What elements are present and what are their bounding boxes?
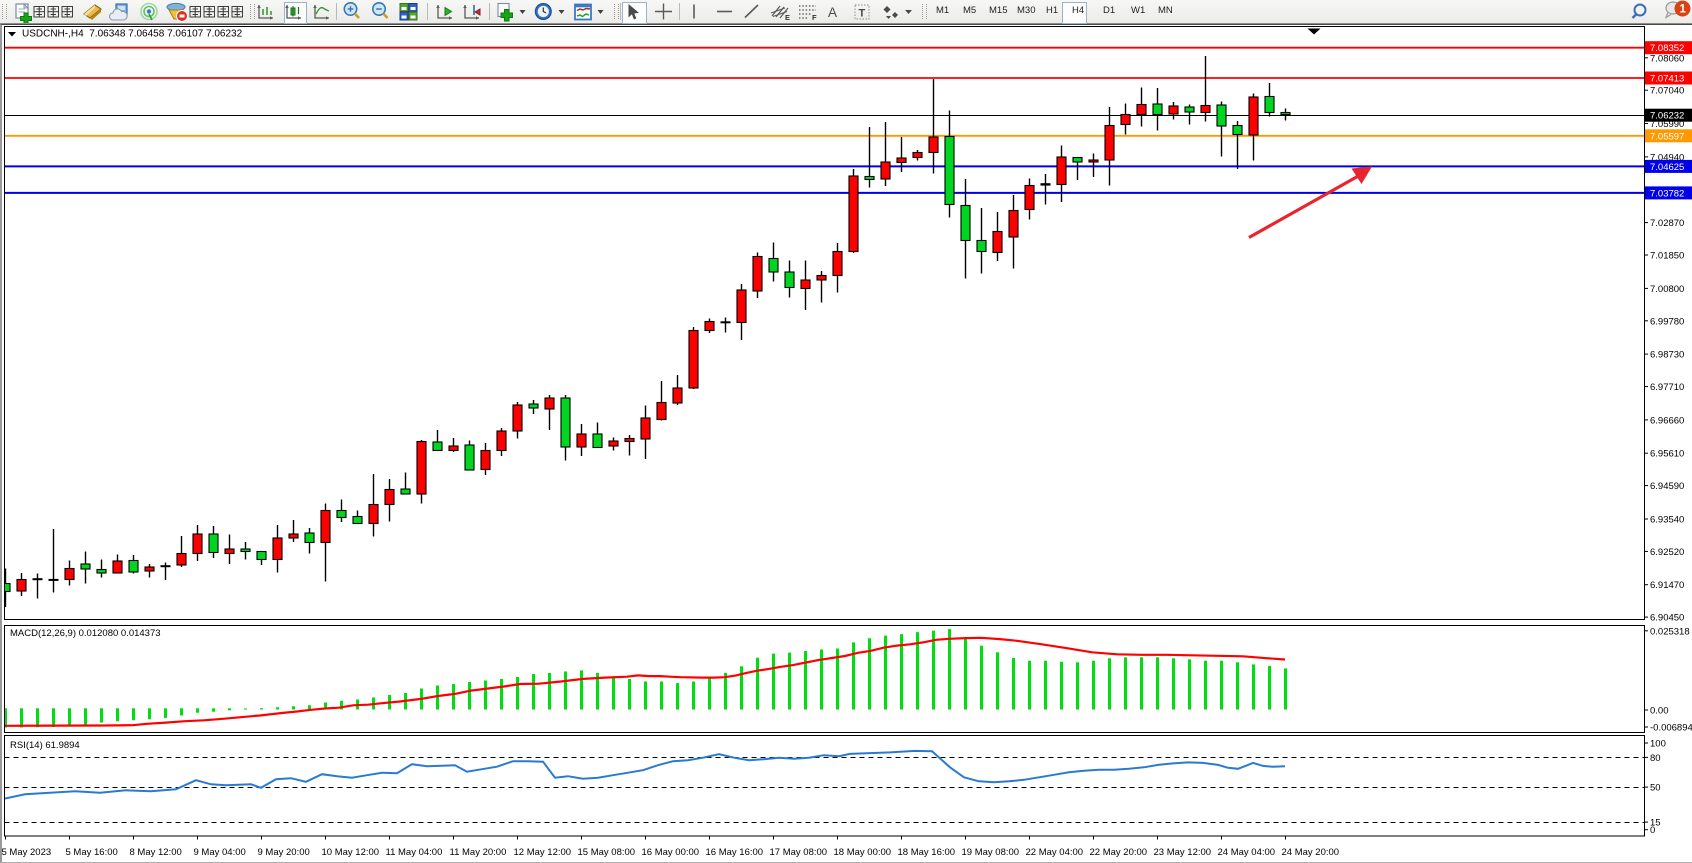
svg-text:7.05990: 7.05990	[1650, 119, 1684, 130]
svg-text:6.96660: 6.96660	[1650, 415, 1684, 426]
svg-text:18 May 00:00: 18 May 00:00	[834, 847, 892, 858]
svg-text:7.04625: 7.04625	[1650, 162, 1684, 173]
svg-text:7.08060: 7.08060	[1650, 53, 1684, 64]
svg-text:22 May 20:00: 22 May 20:00	[1090, 847, 1148, 858]
svg-text:MACD(12,26,9) 0.012080 0.01437: MACD(12,26,9) 0.012080 0.014373	[10, 628, 161, 639]
svg-text:6.95610: 6.95610	[1650, 449, 1684, 460]
svg-text:100: 100	[1650, 739, 1666, 750]
svg-text:11 May 04:00: 11 May 04:00	[386, 847, 443, 858]
svg-text:16 May 00:00: 16 May 00:00	[642, 847, 700, 858]
svg-text:7.06232: 7.06232	[1650, 111, 1684, 122]
svg-text:24 May 04:00: 24 May 04:00	[1218, 847, 1276, 858]
svg-text:22 May 04:00: 22 May 04:00	[1026, 847, 1084, 858]
svg-text:24 May 20:00: 24 May 20:00	[1282, 847, 1340, 858]
svg-text:0.025318: 0.025318	[1650, 626, 1690, 637]
svg-text:5 May 2023: 5 May 2023	[2, 847, 52, 858]
svg-text:USDCNH-,H4 7.06348 7.06458 7.: USDCNH-,H4 7.06348 7.06458 7.06107 7.062…	[22, 29, 243, 40]
svg-text:7.02870: 7.02870	[1650, 218, 1684, 229]
svg-text:6.94590: 6.94590	[1650, 481, 1684, 492]
svg-text:7.00800: 7.00800	[1650, 284, 1684, 295]
svg-text:6.91470: 6.91470	[1650, 580, 1684, 591]
svg-text:8 May 12:00: 8 May 12:00	[130, 847, 182, 858]
svg-text:80: 80	[1650, 753, 1661, 764]
svg-text:19 May 08:00: 19 May 08:00	[962, 847, 1020, 858]
svg-text:7.01850: 7.01850	[1650, 251, 1684, 262]
svg-text:6.90450: 6.90450	[1650, 613, 1684, 624]
svg-text:7.07040: 7.07040	[1650, 86, 1684, 97]
svg-text:7.04940: 7.04940	[1650, 152, 1684, 163]
svg-text:12 May 12:00: 12 May 12:00	[514, 847, 572, 858]
svg-text:T: T	[859, 8, 866, 20]
svg-text:11 May 20:00: 11 May 20:00	[450, 847, 507, 858]
svg-text:-0.006894: -0.006894	[1650, 723, 1692, 734]
svg-text:15: 15	[1650, 818, 1661, 829]
svg-text:F: F	[812, 13, 817, 22]
svg-text:0.00: 0.00	[1650, 706, 1669, 717]
svg-text:6.92520: 6.92520	[1650, 547, 1684, 558]
svg-text:10 May 12:00: 10 May 12:00	[322, 847, 380, 858]
svg-text:18 May 16:00: 18 May 16:00	[898, 847, 956, 858]
svg-text:7.08352: 7.08352	[1650, 43, 1684, 54]
svg-text:9 May 20:00: 9 May 20:00	[258, 847, 310, 858]
svg-text:6.97710: 6.97710	[1650, 382, 1684, 393]
svg-text:7.05597: 7.05597	[1650, 131, 1684, 142]
svg-text:16 May 16:00: 16 May 16:00	[706, 847, 764, 858]
svg-text:7.03782: 7.03782	[1650, 188, 1684, 199]
svg-text:0: 0	[1650, 825, 1655, 836]
svg-text:6.98730: 6.98730	[1650, 350, 1684, 361]
svg-text:6.93540: 6.93540	[1650, 515, 1684, 526]
svg-text:1: 1	[1680, 4, 1687, 16]
svg-text:23 May 12:00: 23 May 12:00	[1154, 847, 1212, 858]
svg-text:50: 50	[1650, 783, 1661, 794]
svg-text:5 May 16:00: 5 May 16:00	[66, 847, 118, 858]
svg-text:17 May 08:00: 17 May 08:00	[770, 847, 828, 858]
svg-text:E: E	[785, 13, 790, 22]
svg-text:6.99780: 6.99780	[1650, 316, 1684, 327]
svg-text:9 May 04:00: 9 May 04:00	[194, 847, 246, 858]
svg-text:A: A	[828, 5, 837, 20]
svg-text:15 May 08:00: 15 May 08:00	[578, 847, 636, 858]
svg-text:7.07413: 7.07413	[1650, 74, 1684, 85]
svg-text:RSI(14) 61.9894: RSI(14) 61.9894	[10, 740, 80, 751]
